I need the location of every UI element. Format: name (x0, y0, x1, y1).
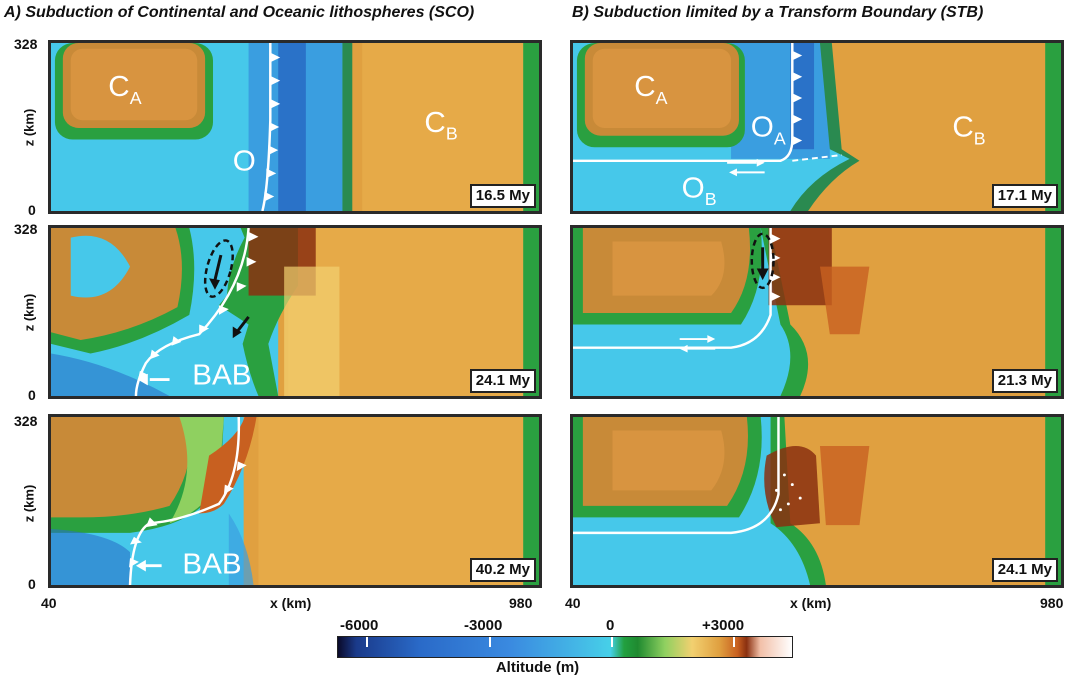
colorbar-tick-2 (489, 637, 491, 647)
colorbar-tick-4 (733, 637, 735, 647)
colorbar-tick-label-3: 0 (606, 617, 615, 634)
z-tick-top-row3: 328 (14, 413, 38, 429)
panel-a1: CA CB O 16.5 My (48, 40, 542, 214)
time-label-a3: 40.2 My (469, 558, 536, 582)
panel-a-title: A) Subduction of Continental and Oceanic… (4, 4, 475, 21)
panel-a3: BAB 40.2 My (48, 414, 542, 588)
z-tick-top-row2: 328 (14, 221, 38, 237)
colorbar-tick-label-2: -3000 (464, 617, 503, 634)
colorbar-tick-1 (366, 637, 368, 647)
z-tick-bottom-row2: 0 (28, 387, 36, 403)
x-tick-min-right: 40 (565, 595, 581, 611)
panel-a3-map: BAB (51, 417, 539, 585)
panel-b2-map (573, 228, 1061, 396)
x-tick-max-right: 980 (1040, 595, 1064, 611)
panel-b-title: B) Subduction limited by a Transform Bou… (572, 4, 984, 21)
panel-b3: 24.1 My (570, 414, 1064, 588)
z-tick-bottom-row3: 0 (28, 576, 36, 592)
z-axis-label-row1: z (km) (21, 108, 37, 147)
time-label-a2: 24.1 My (469, 369, 536, 393)
label-o-a1: O (233, 145, 256, 178)
label-bab-a3: BAB (182, 548, 241, 581)
label-oa-b1: OA (751, 111, 786, 148)
panel-a2-map: BAB (51, 228, 539, 396)
x-tick-min-left: 40 (41, 595, 57, 611)
x-tick-max-left: 980 (509, 595, 533, 611)
panel-b3-map (573, 417, 1061, 585)
z-axis-label-row2: z (km) (21, 293, 37, 332)
panel-a2: BAB 24.1 My (48, 225, 542, 399)
time-label-b3: 24.1 My (991, 558, 1058, 582)
time-label-a1: 16.5 My (469, 184, 536, 208)
altitude-colorbar (337, 636, 793, 658)
z-axis-label-row3: z (km) (21, 484, 37, 523)
x-axis-label-right: x (km) (790, 595, 832, 611)
panel-b1: CA OA CB OB 17.1 My (570, 40, 1064, 214)
z-tick-bottom-row1: 0 (28, 202, 36, 218)
colorbar-tick-label-1: -6000 (340, 617, 379, 634)
colorbar-title: Altitude (m) (495, 659, 580, 676)
colorbar-tick-label-4: +3000 (702, 617, 745, 634)
colorbar-tick-3 (611, 637, 613, 647)
x-axis-label-left: x (km) (270, 595, 312, 611)
label-ca-a1: CA (108, 70, 142, 107)
panel-a1-map: CA CB O (51, 43, 539, 211)
time-label-b2: 21.3 My (991, 369, 1058, 393)
label-bab-a2: BAB (192, 359, 251, 392)
panel-b1-map: CA OA CB OB (573, 43, 1061, 211)
z-tick-top-row1: 328 (14, 36, 38, 52)
panel-b2: 21.3 My (570, 225, 1064, 399)
time-label-b1: 17.1 My (991, 184, 1058, 208)
